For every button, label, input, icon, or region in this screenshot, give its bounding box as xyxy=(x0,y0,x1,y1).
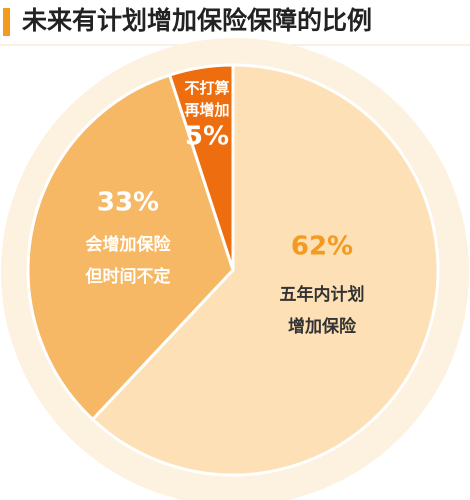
slice-label: 五年内计划增加保险 xyxy=(280,284,365,337)
value-label: 33% xyxy=(97,188,159,218)
chart-title: 未来有计划增加保险保障的比例 xyxy=(22,6,372,35)
title-bar xyxy=(3,8,10,36)
slice-label: 会增加保险但时间不定 xyxy=(86,234,172,287)
slice-label: 不打算再增加 xyxy=(184,79,229,119)
pie-slice xyxy=(26,73,235,421)
value-label: 5% xyxy=(185,122,229,152)
pie-slice xyxy=(91,63,440,477)
pie-slice xyxy=(168,63,235,272)
value-label: 62% xyxy=(291,232,353,262)
